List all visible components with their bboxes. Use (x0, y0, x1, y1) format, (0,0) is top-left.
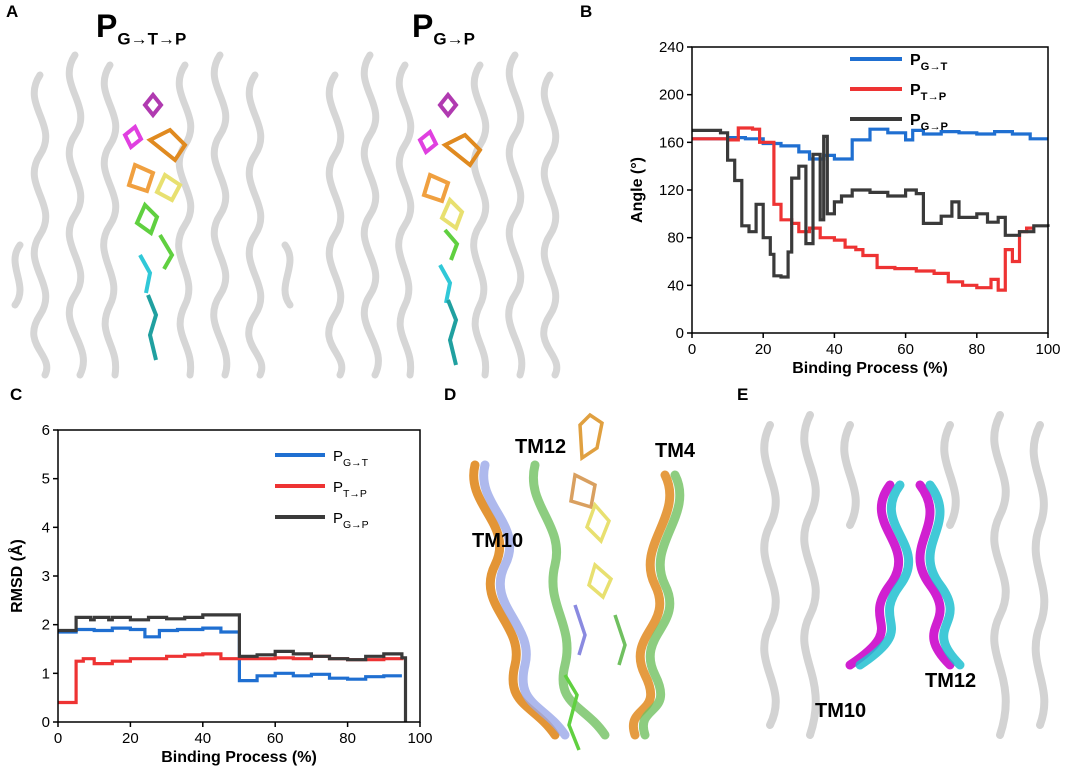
helix-overlay-e (760, 411, 1049, 739)
y-tick-label: 1 (42, 665, 50, 682)
chart-b-angle: 0 20 40 60 80 100 0 40 80 120 160 200 240 Binding Pro… (629, 39, 1060, 377)
series-line-1 (58, 626, 402, 683)
structure-title-left-main: P (96, 8, 118, 44)
legend-label: PG→P (333, 510, 369, 531)
y-axis-label: Angle (°) (629, 157, 646, 223)
protein-structure-right (325, 51, 561, 379)
legend-label: PG→P (910, 112, 949, 133)
structure-title-left: PG→T→P (96, 8, 186, 49)
x-tick-label: 40 (194, 730, 211, 747)
x-tick-label: 100 (407, 730, 432, 747)
x-tick-label: 80 (968, 341, 985, 358)
legend-label: PT→P (910, 82, 947, 103)
x-tick-label: 20 (122, 730, 139, 747)
series-line-2 (692, 126, 1034, 292)
panel-letter-d: D (444, 385, 457, 404)
x-tick-label: 100 (1035, 341, 1060, 358)
y-tick-label: 4 (42, 519, 50, 536)
legend-label: PG→T (333, 448, 369, 469)
label-tm4-d: TM4 (655, 440, 695, 462)
structure-title-right: PG→P (412, 8, 475, 49)
y-tick-label: 120 (659, 182, 684, 199)
panel-letter-b: B (580, 2, 593, 21)
y-tick-label: 40 (667, 277, 684, 294)
y-tick-label: 6 (42, 422, 50, 439)
panel-letter-c: C (10, 385, 23, 404)
y-tick-label: 0 (42, 714, 50, 731)
x-axis-label: Binding Process (%) (161, 749, 317, 766)
x-tick-label: 60 (897, 341, 914, 358)
structure-title-right-sub: G→P (433, 29, 475, 49)
y-tick-label: 0 (676, 325, 684, 342)
series-line-3 (692, 128, 1050, 279)
x-tick-label: 60 (267, 730, 284, 747)
x-axis-label: Binding Process (%) (792, 360, 948, 377)
structure-title-left-sub: G→T→P (117, 29, 187, 49)
x-tick-label: 0 (688, 341, 696, 358)
chart-c-rmsd: 0 20 40 60 80 100 0 1 2 3 4 5 6 Binding Process (%) RM… (7, 422, 433, 766)
label-tm10-d: TM10 (472, 530, 524, 552)
protein-structure-left (11, 51, 294, 379)
structure-title-right-main: P (412, 8, 434, 44)
panel-letter-e: E (737, 385, 749, 404)
helix-overlay-d (469, 412, 685, 751)
x-tick-label: 20 (755, 341, 772, 358)
x-tick-label: 80 (339, 730, 356, 747)
panel-letter-a: A (6, 2, 19, 21)
y-tick-label: 160 (659, 134, 684, 151)
label-tm12-e: TM12 (925, 670, 977, 692)
y-tick-label: 3 (42, 568, 50, 585)
series-line-1 (692, 127, 1048, 161)
series-line-3 (58, 613, 408, 722)
x-tick-label: 40 (826, 341, 843, 358)
label-tm10-e: TM10 (815, 700, 867, 722)
y-axis-label: RMSD (Å) (7, 539, 26, 613)
y-tick-label: 240 (659, 39, 684, 56)
x-tick-label: 0 (54, 730, 62, 747)
y-tick-label: 2 (42, 617, 50, 634)
label-tm12-d: TM12 (515, 436, 567, 458)
legend-label: PT→P (333, 479, 367, 500)
y-tick-label: 80 (667, 230, 684, 247)
legend-label: PG→T (910, 52, 948, 73)
y-tick-label: 200 (659, 87, 684, 104)
y-tick-label: 5 (42, 471, 50, 488)
